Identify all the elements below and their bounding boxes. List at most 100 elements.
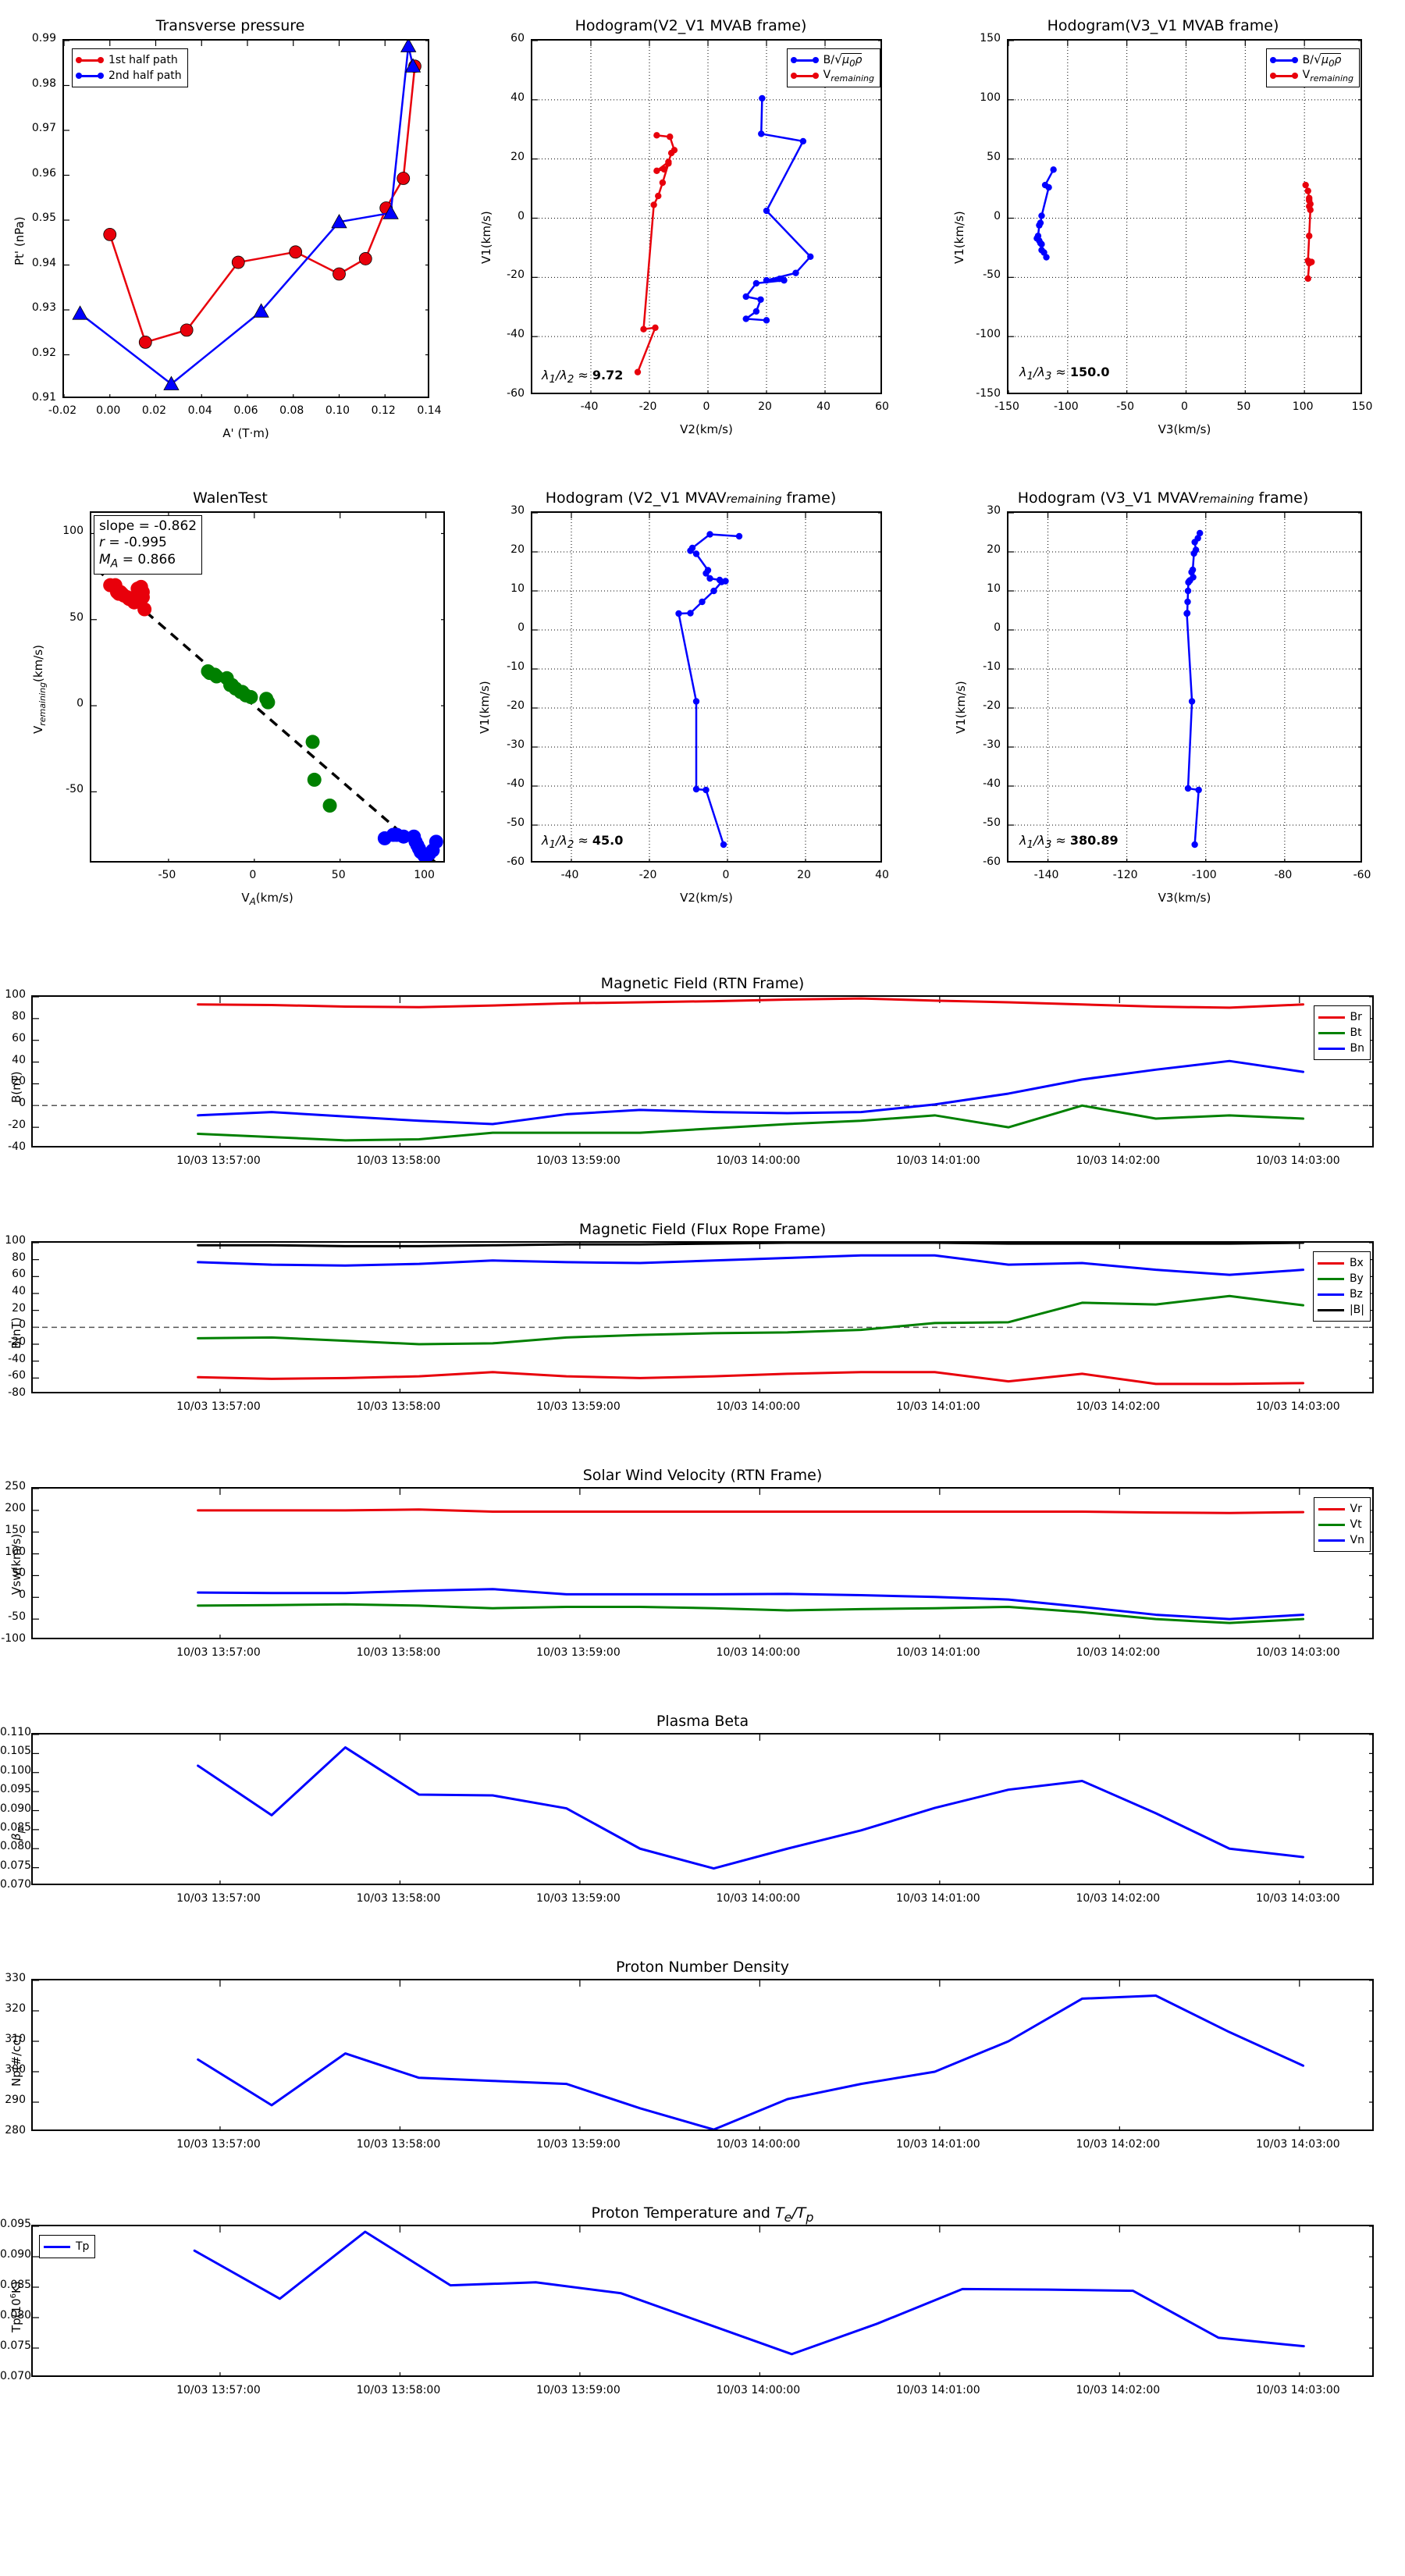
plasma-beta-panel-ytick: 0.095 [0,1783,32,1796]
walen-test-panel-xlabel: VA(km/s) [241,891,293,907]
magnetic-field-fluxrope-panel: Magnetic Field (Flux Rope Frame) -80 -60 -4… [0,1206,1405,1440]
hodogram-v2v1-mvab-panel-eigenvalue-ratio: λ1/λ2 ≈ 9.72 [542,368,624,386]
magnetic-field-rtn-panel-xtick: 10/03 13:58:00 [356,1155,441,1167]
magnetic-field-rtn-panel-ytick: 20 [12,1075,26,1088]
walen-test-panel: WalenTest -50 0 50 100 -50 0 50 100 Vremaining(km… [0,468,461,921]
solar-wind-velocity-panel-ylabel: Vsw(km/s) [9,1533,23,1595]
magnetic-field-rtn-panel-ylabel: B(nT) [9,1070,23,1103]
proton-temperature-panel-ytick: 0.090 [0,2248,32,2261]
plasma-beta-panel: Plasma Beta 0.070 0.075 0.080 0.085 0.090 0.09… [0,1698,1405,1932]
legend-entry: Bx [1317,1255,1364,1271]
plasma-beta-panel-ytick: 0.070 [0,1878,32,1891]
legend-label: B/√μ0ρ [823,52,863,69]
magnetic-field-rtn-panel-axes [31,995,1374,1147]
hodogram-v3v1-mvav-panel-ytick: -10 [983,660,1001,673]
magnetic-field-fluxrope-panel-axes [31,1241,1374,1393]
legend-swatch [1318,1016,1345,1019]
hodogram-v3v1-mvav-panel-ylabel: V1(km/s) [954,681,968,734]
transverse-pressure-panel-title: Transverse pressure [155,17,305,34]
hodogram-v3v1-mvav-panel-ytick: 30 [987,504,1001,517]
transverse-pressure-panel-ytick: 0.96 [31,166,56,180]
legend-entry: Vremaining [790,68,874,84]
magnetic-field-fluxrope-panel-xtick: 10/03 13:57:00 [176,1400,261,1413]
plasma-beta-panel-ytick: 0.110 [0,1726,32,1738]
hodogram-v2v1-mvav-panel: Hodogram (V2_V1 MVAVremaining frame) -60 -… [461,468,921,921]
legend-entry: |B| [1317,1302,1364,1318]
solar-wind-velocity-panel-title: Solar Wind Velocity (RTN Frame) [582,1467,823,1484]
proton-number-density-panel-ytick: 280 [5,2124,26,2137]
solar-wind-velocity-panel-xtick: 10/03 14:03:00 [1255,1646,1340,1659]
legend-label: By [1349,1272,1364,1285]
transverse-pressure-panel-ytick: 0.99 [31,32,56,44]
proton-number-density-panel-xtick: 10/03 14:00:00 [716,2138,801,2151]
proton-number-density-panel-ytick: 330 [5,1972,26,1984]
magnetic-field-rtn-panel-xtick: 10/03 14:00:00 [716,1155,801,1167]
legend-entry: Bn [1318,1041,1364,1056]
proton-number-density-panel-ytick: 310 [5,2033,26,2045]
plasma-beta-panel-xtick: 10/03 13:59:00 [536,1892,621,1905]
magnetic-field-fluxrope-panel-ytick: 100 [5,1234,26,1247]
solar-wind-velocity-legend: Vr Vt Vn [1313,1497,1371,1552]
hodogram-v2v1-mvav-panel-ytick: 10 [510,582,525,595]
magnetic-field-rtn-panel-ytick: 100 [5,988,26,1001]
proton-number-density-panel-xtick: 10/03 13:57:00 [176,2138,261,2151]
magnetic-field-fluxrope-panel-ytick: 20 [12,1301,26,1315]
proton-number-density-panel-xtick: 10/03 14:01:00 [896,2138,980,2151]
magnetic-field-fluxrope-panel-xtick: 10/03 13:58:00 [356,1400,441,1413]
proton-number-density-panel: Proton Number Density 280 290 300 310 320 330 1… [0,1944,1405,2178]
magnetic-field-fluxrope-panel-ytick: -80 [8,1386,26,1399]
proton-number-density-panel-ytick: 300 [5,2063,26,2076]
hodogram-v2v1-mvab-panel-xtick: -20 [638,400,657,413]
transverse-pressure-panel-ytick: 0.95 [31,212,56,224]
solar-wind-velocity-panel-xtick: 10/03 13:58:00 [356,1646,441,1659]
magnetic-field-fluxrope-panel-xtick: 10/03 14:01:00 [896,1400,980,1413]
walen-test-panel-xtick: 100 [414,869,435,881]
hodogram-v3v1-mvav-panel-ytick: -50 [983,817,1001,829]
transverse-pressure-panel-xtick: 0.02 [141,404,167,417]
magnetic-field-rtn-panel-xtick: 10/03 14:03:00 [1255,1155,1340,1167]
magnetic-field-rtn-panel-ytick: 60 [12,1031,26,1044]
solar-wind-velocity-panel-ytick: -50 [8,1610,26,1624]
proton-temperature-panel-axes [31,2225,1374,2377]
hodogram-v3v1-mvab-panel-eigenvalue-ratio: λ1/λ3 ≈ 150.0 [1019,365,1110,383]
legend-swatch [1318,1031,1345,1034]
hodogram-v3v1-mvab-panel-xtick: -100 [1053,400,1079,413]
hodogram-v3v1-mvav-panel-xtick: -140 [1033,869,1059,881]
transverse-pressure-panel-xtick: 0.00 [96,404,121,417]
hodogram-v2v1-mvab-panel-xtick: 60 [875,400,889,413]
solar-wind-velocity-panel-ytick: 200 [5,1501,26,1514]
legend-label: B/√μ0ρ [1302,52,1342,69]
solar-wind-velocity-panel-ytick: 50 [12,1567,26,1580]
solar-wind-velocity-panel-ytick: 0 [19,1589,26,1602]
hodogram-v3v1-mvab-panel: Hodogram(V3_V1 MVAB frame) -150 -100 -50 0 50… [921,8,1405,453]
magnetic-field-fluxrope-panel-xtick: 10/03 14:03:00 [1255,1400,1340,1413]
proton-temperature-panel-xtick: 10/03 13:57:00 [176,2384,261,2396]
magnetic-field-fluxrope-panel-ylabel: B(nT) [9,1316,23,1349]
transverse-pressure-panel-xlabel: A' (T·m) [222,426,269,440]
hodogram-v3v1-mvab-panel-ytick: -100 [976,328,1001,341]
walen-correlation: r = -0.995 [99,535,167,551]
hodogram-v2v1-mvab-panel-ytick: -60 [507,387,525,400]
walen-slope: slope = -0.862 [99,518,197,534]
hodogram-v2v1-mvab-panel-axes [531,39,882,394]
legend-label: Vr [1350,1503,1362,1515]
legend-swatch [1318,1523,1345,1526]
legend-label: Br [1350,1011,1362,1023]
hodogram-v2v1-mvav-panel-ytick: 20 [510,543,525,556]
proton-temperature-panel-ytick: 0.070 [0,2370,32,2382]
plasma-beta-panel-xtick: 10/03 13:57:00 [176,1892,261,1905]
hodogram-v2v1-mvav-panel-xtick: 20 [797,869,811,881]
magnetic-field-rtn-panel-ytick: 40 [12,1053,26,1066]
hodogram-v3v1-mvab-panel-ytick: 50 [987,150,1001,163]
legend-label: Vremaining [823,68,874,84]
plasma-beta-panel-xtick: 10/03 14:02:00 [1076,1892,1161,1905]
hodogram-v2v1-mvav-panel-title: Hodogram (V2_V1 MVAVremaining frame) [545,489,837,507]
legend-label: |B| [1349,1304,1364,1316]
proton-temperature-panel-xtick: 10/03 14:03:00 [1255,2384,1340,2396]
hodogram-v2v1-mvav-panel-ytick: -30 [507,738,525,751]
hodogram-v3v1-mvav-panel-ytick: 0 [994,621,1001,634]
transverse-pressure-panel-ytick: 0.93 [31,301,56,314]
walen-test-panel-xtick: 0 [249,869,257,881]
legend-label: Bn [1350,1042,1364,1055]
